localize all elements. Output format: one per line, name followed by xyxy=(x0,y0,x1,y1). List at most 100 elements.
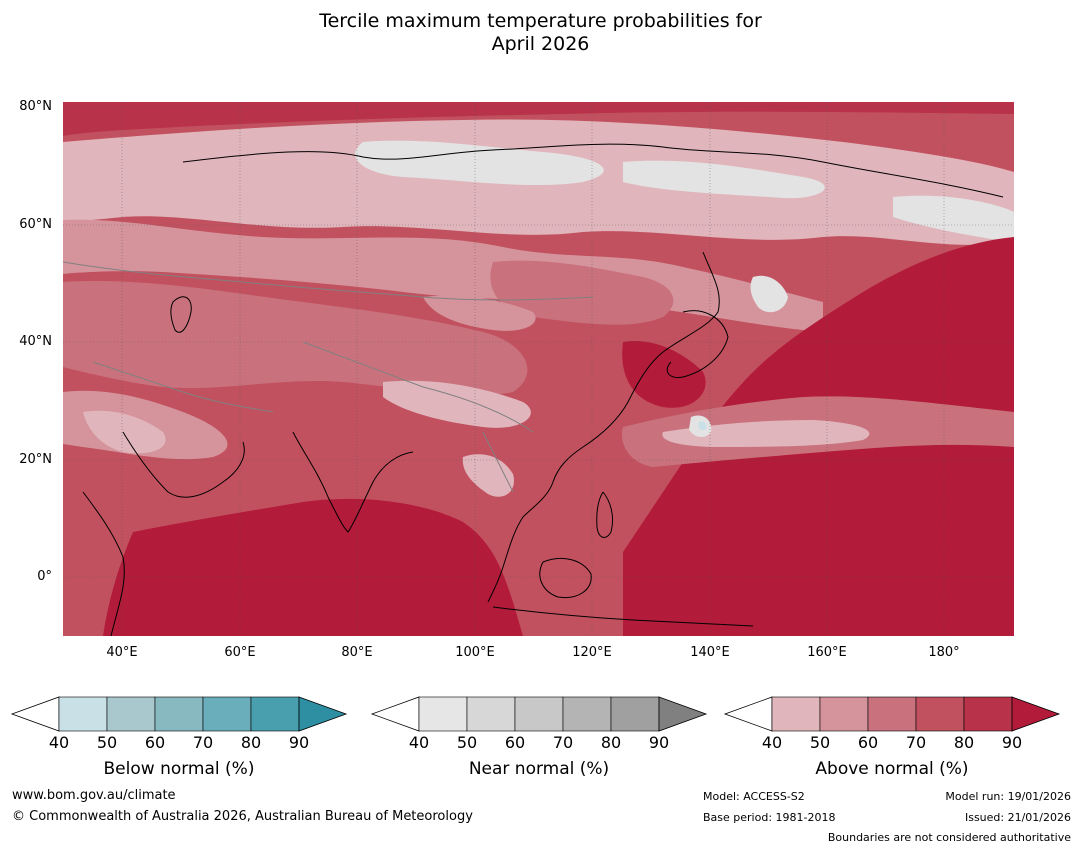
below-tick-80: 80 xyxy=(241,733,261,750)
footer-base-period: Base period: 1981-2018 xyxy=(703,811,836,824)
coast-east-asia xyxy=(522,251,720,518)
near-tick-60: 60 xyxy=(505,733,525,750)
title-line-1: Tercile maximum temperature probabilitie… xyxy=(319,10,762,32)
above-tick-90: 90 xyxy=(1002,733,1022,750)
region-tibet-light xyxy=(383,380,531,428)
coast-borneo xyxy=(539,558,592,599)
lat-label-60n: 60°N xyxy=(19,217,52,232)
region-near-normal-east xyxy=(623,160,825,199)
region-near-normal-north xyxy=(355,140,604,186)
legend-title-below: Below normal (%) xyxy=(103,759,255,779)
above-tick-40: 40 xyxy=(762,733,782,750)
above-tick-70: 70 xyxy=(906,733,926,750)
region-kuril-near-normal xyxy=(750,275,788,313)
footer-model-run: Model run: 19/01/2026 xyxy=(945,790,1071,803)
above-segment-5 xyxy=(963,696,1013,732)
lon-label-100e: 100°E xyxy=(455,645,495,660)
graticule xyxy=(63,102,1014,636)
region-china-mid xyxy=(490,260,674,325)
below-tick-50: 50 xyxy=(97,733,117,750)
lon-label-140e: 140°E xyxy=(690,645,730,660)
boundary-se-asia xyxy=(482,431,514,493)
map-canvas xyxy=(63,102,1014,636)
near-extend-low xyxy=(370,696,420,732)
below-tick-90: 90 xyxy=(289,733,309,750)
near-tick-50: 50 xyxy=(457,733,477,750)
region-below-normal-spot xyxy=(698,421,707,431)
above-tick-50: 50 xyxy=(810,733,830,750)
lat-label-0: 0° xyxy=(37,569,52,584)
coast-india xyxy=(292,431,414,533)
lon-label-40e: 40°E xyxy=(106,645,138,660)
region-arabia-light xyxy=(83,410,166,454)
region-west-dark xyxy=(63,102,1014,136)
near-tick-70: 70 xyxy=(553,733,573,750)
above-segment-2 xyxy=(819,696,869,732)
lon-label-180: 180° xyxy=(928,645,960,660)
lon-label-160e: 160°E xyxy=(807,645,847,660)
legend-near-normal: 40 50 60 70 80 90 xyxy=(370,696,708,750)
lon-label-120e: 120°E xyxy=(572,645,612,660)
legend-below-normal: 40 50 60 70 80 90 xyxy=(10,696,348,750)
below-segment-2 xyxy=(106,696,156,732)
lat-label-20n: 20°N xyxy=(19,452,52,467)
below-tick-60: 60 xyxy=(145,733,165,750)
below-tick-70: 70 xyxy=(193,733,213,750)
boundary-china-south xyxy=(302,341,534,433)
coast-japan xyxy=(666,310,729,379)
near-segment-5 xyxy=(610,696,660,732)
near-segment-2 xyxy=(466,696,516,732)
above-extend-high xyxy=(1011,696,1061,732)
near-segment-1 xyxy=(418,696,468,732)
below-segment-5 xyxy=(250,696,300,732)
above-segment-4 xyxy=(915,696,965,732)
region-pacific-band-light xyxy=(662,420,870,447)
region-mongolia-light xyxy=(423,295,536,331)
lon-label-80e: 80°E xyxy=(341,645,373,660)
footer-website[interactable]: www.bom.gov.au/climate xyxy=(12,788,176,803)
below-segment-1 xyxy=(58,696,108,732)
above-segment-1 xyxy=(771,696,821,732)
coast-arctic xyxy=(182,143,1004,198)
below-extend-high xyxy=(298,696,348,732)
above-segment-3 xyxy=(867,696,917,732)
near-tick-80: 80 xyxy=(601,733,621,750)
footer-disclaimer: Boundaries are not considered authoritat… xyxy=(827,831,1071,844)
map-title: Tercile maximum temperature probabilitie… xyxy=(0,10,1081,56)
probability-map xyxy=(63,102,1014,636)
coast-indochina xyxy=(487,516,524,603)
legend-colorbars: 40 50 60 70 80 90 40 50 60 70 80 90 40 5… xyxy=(10,696,1061,750)
lat-label-80n: 80°N xyxy=(19,99,52,114)
boundaries xyxy=(63,261,594,493)
lat-label-40n: 40°N xyxy=(19,334,52,349)
near-tick-90: 90 xyxy=(649,733,669,750)
legend-above-normal: 40 50 60 70 80 90 xyxy=(723,696,1061,750)
region-east-china-dark xyxy=(622,341,706,408)
above-extend-low xyxy=(723,696,773,732)
near-extend-high xyxy=(658,696,708,732)
coast-indonesia xyxy=(492,606,754,627)
boundary-middle-east xyxy=(92,361,274,413)
near-segment-3 xyxy=(514,696,564,732)
coast-arabia xyxy=(122,431,245,498)
below-extend-low xyxy=(10,696,60,732)
region-central-asia-mid xyxy=(63,281,528,396)
region-indian-ocean-dark xyxy=(103,498,523,636)
title-line-2: April 2026 xyxy=(491,33,590,55)
boundary-central-asia xyxy=(63,261,594,301)
legend-title-near: Near normal (%) xyxy=(468,759,610,779)
region-near-normal-ne xyxy=(893,195,1014,242)
below-segment-3 xyxy=(154,696,204,732)
region-mainland-se-asia-light xyxy=(462,454,514,497)
footer-issued: Issued: 21/01/2026 xyxy=(964,811,1071,824)
coast-caspian xyxy=(170,296,192,333)
coast-philippines xyxy=(596,491,614,538)
footer-model: Model: ACCESS-S2 xyxy=(703,790,805,803)
near-segment-4 xyxy=(562,696,612,732)
below-segment-4 xyxy=(202,696,252,732)
near-tick-40: 40 xyxy=(409,733,429,750)
footer-copyright: © Commonwealth of Australia 2026, Austra… xyxy=(12,809,473,824)
coast-africa xyxy=(82,491,125,636)
below-tick-40: 40 xyxy=(49,733,69,750)
lon-label-60e: 60°E xyxy=(224,645,256,660)
